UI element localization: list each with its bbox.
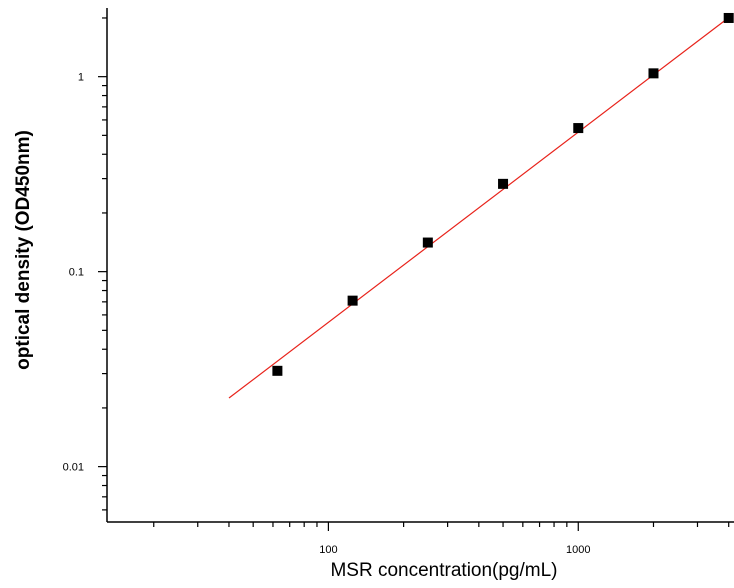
data-point — [498, 178, 509, 189]
data-point — [422, 237, 433, 248]
data-point — [347, 295, 358, 306]
data-point — [272, 365, 283, 376]
x-axis-title: MSR concentration(pg/mL) — [330, 560, 557, 581]
y-tick-label: 1 — [78, 72, 84, 84]
y-tick-label: 0.1 — [69, 267, 84, 279]
y-tick-label: 0.01 — [63, 462, 84, 474]
x-tick-label: 1000 — [566, 544, 590, 556]
x-tick-label: 100 — [319, 544, 337, 556]
data-point — [648, 68, 659, 79]
y-axis-title: optical density (OD450nm) — [13, 130, 34, 370]
data-point — [573, 123, 584, 134]
data-point — [723, 12, 734, 23]
plot-area: 100 1000 0.01 0.1 1 — [63, 8, 734, 556]
fit-line — [228, 17, 730, 399]
